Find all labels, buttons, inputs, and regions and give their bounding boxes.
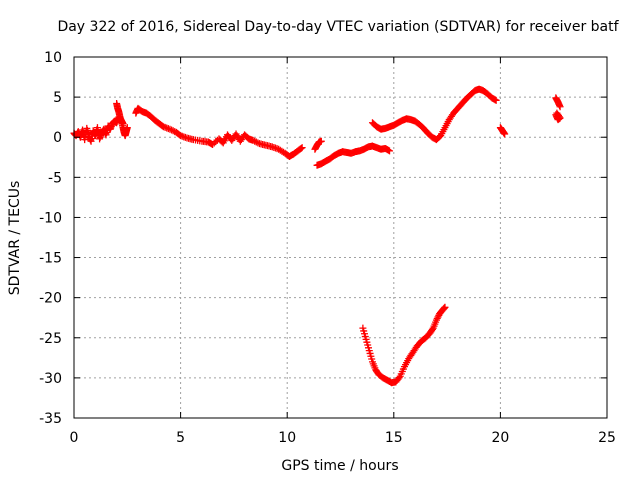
chart-title: Day 322 of 2016, Sidereal Day-to-day VTE… xyxy=(57,19,619,35)
data-point xyxy=(433,315,441,323)
data-point xyxy=(553,109,561,117)
data-point xyxy=(169,127,177,135)
data-point xyxy=(428,325,436,333)
data-point xyxy=(386,147,394,155)
data-point xyxy=(432,316,440,324)
data-series xyxy=(70,85,564,387)
data-point xyxy=(434,313,442,321)
data-point xyxy=(556,103,564,111)
y-tick-label: -20 xyxy=(39,291,62,307)
grid-lines xyxy=(74,57,607,418)
y-tick-label: 0 xyxy=(53,130,62,146)
data-point xyxy=(249,136,257,144)
y-tick-label: -35 xyxy=(39,411,62,427)
axis-ticks: 0 5 10 15 20 25 10 5 0 -5 -10 -15 -20 -25 -30 -35 xyxy=(39,50,616,446)
data-point xyxy=(501,130,509,138)
data-point xyxy=(166,125,174,133)
data-point xyxy=(298,144,306,152)
data-point xyxy=(395,374,403,382)
data-point xyxy=(492,96,500,104)
data-point xyxy=(441,303,449,311)
y-tick-label: -5 xyxy=(48,170,62,186)
y-tick-label: -10 xyxy=(39,210,62,226)
data-point xyxy=(252,138,260,146)
x-tick-label: 5 xyxy=(176,430,185,446)
data-point xyxy=(317,137,325,145)
data-point xyxy=(254,139,262,147)
y-tick-label: -15 xyxy=(39,251,62,267)
y-tick-label: 10 xyxy=(44,50,62,66)
x-tick-label: 0 xyxy=(70,430,79,446)
x-tick-label: 15 xyxy=(385,430,403,446)
y-tick-label: -25 xyxy=(39,331,62,347)
x-tick-label: 20 xyxy=(491,430,509,446)
data-point xyxy=(297,144,305,152)
data-point xyxy=(123,124,131,132)
x-tick-label: 25 xyxy=(598,430,616,446)
y-tick-label: -30 xyxy=(39,371,62,387)
y-tick-label: 5 xyxy=(53,90,62,106)
x-tick-label: 10 xyxy=(278,430,296,446)
y-axis-label: SDTVAR / TECUs xyxy=(7,181,23,296)
data-point xyxy=(251,137,259,145)
x-axis-label: GPS time / hours xyxy=(281,458,398,474)
data-point xyxy=(168,126,176,134)
data-point xyxy=(554,110,562,118)
plot-frame xyxy=(73,56,608,419)
